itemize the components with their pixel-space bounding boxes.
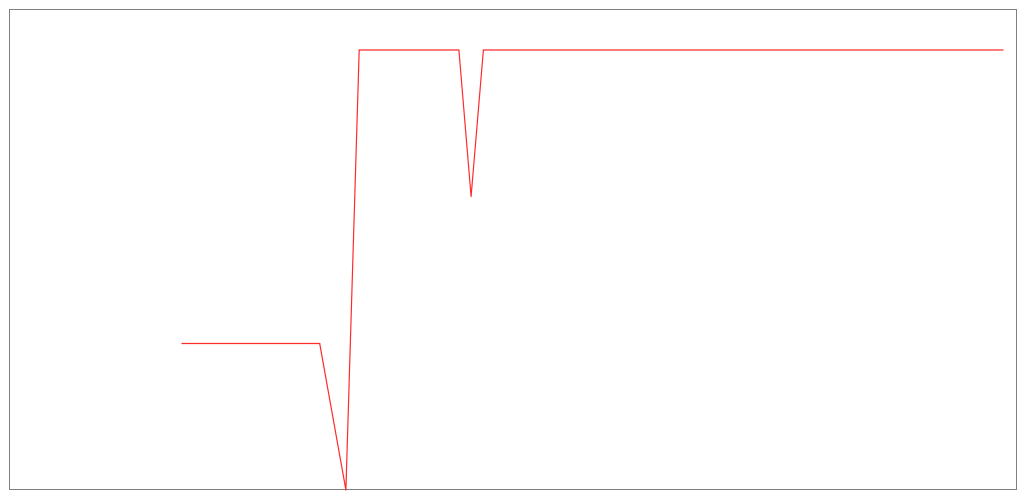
data-point-0-6	[482, 49, 484, 51]
data-point-0-0	[181, 342, 183, 345]
data-point-0-7	[1002, 49, 1004, 51]
series-line-0	[182, 49, 1003, 491]
plot-frame	[9, 9, 1017, 490]
data-point-0-1	[319, 342, 321, 345]
series-layer	[181, 49, 1004, 491]
data-point-0-3	[358, 49, 360, 51]
data-point-0-4	[458, 49, 460, 51]
data-point-0-5	[470, 195, 472, 198]
data-point-0-2	[345, 489, 347, 491]
